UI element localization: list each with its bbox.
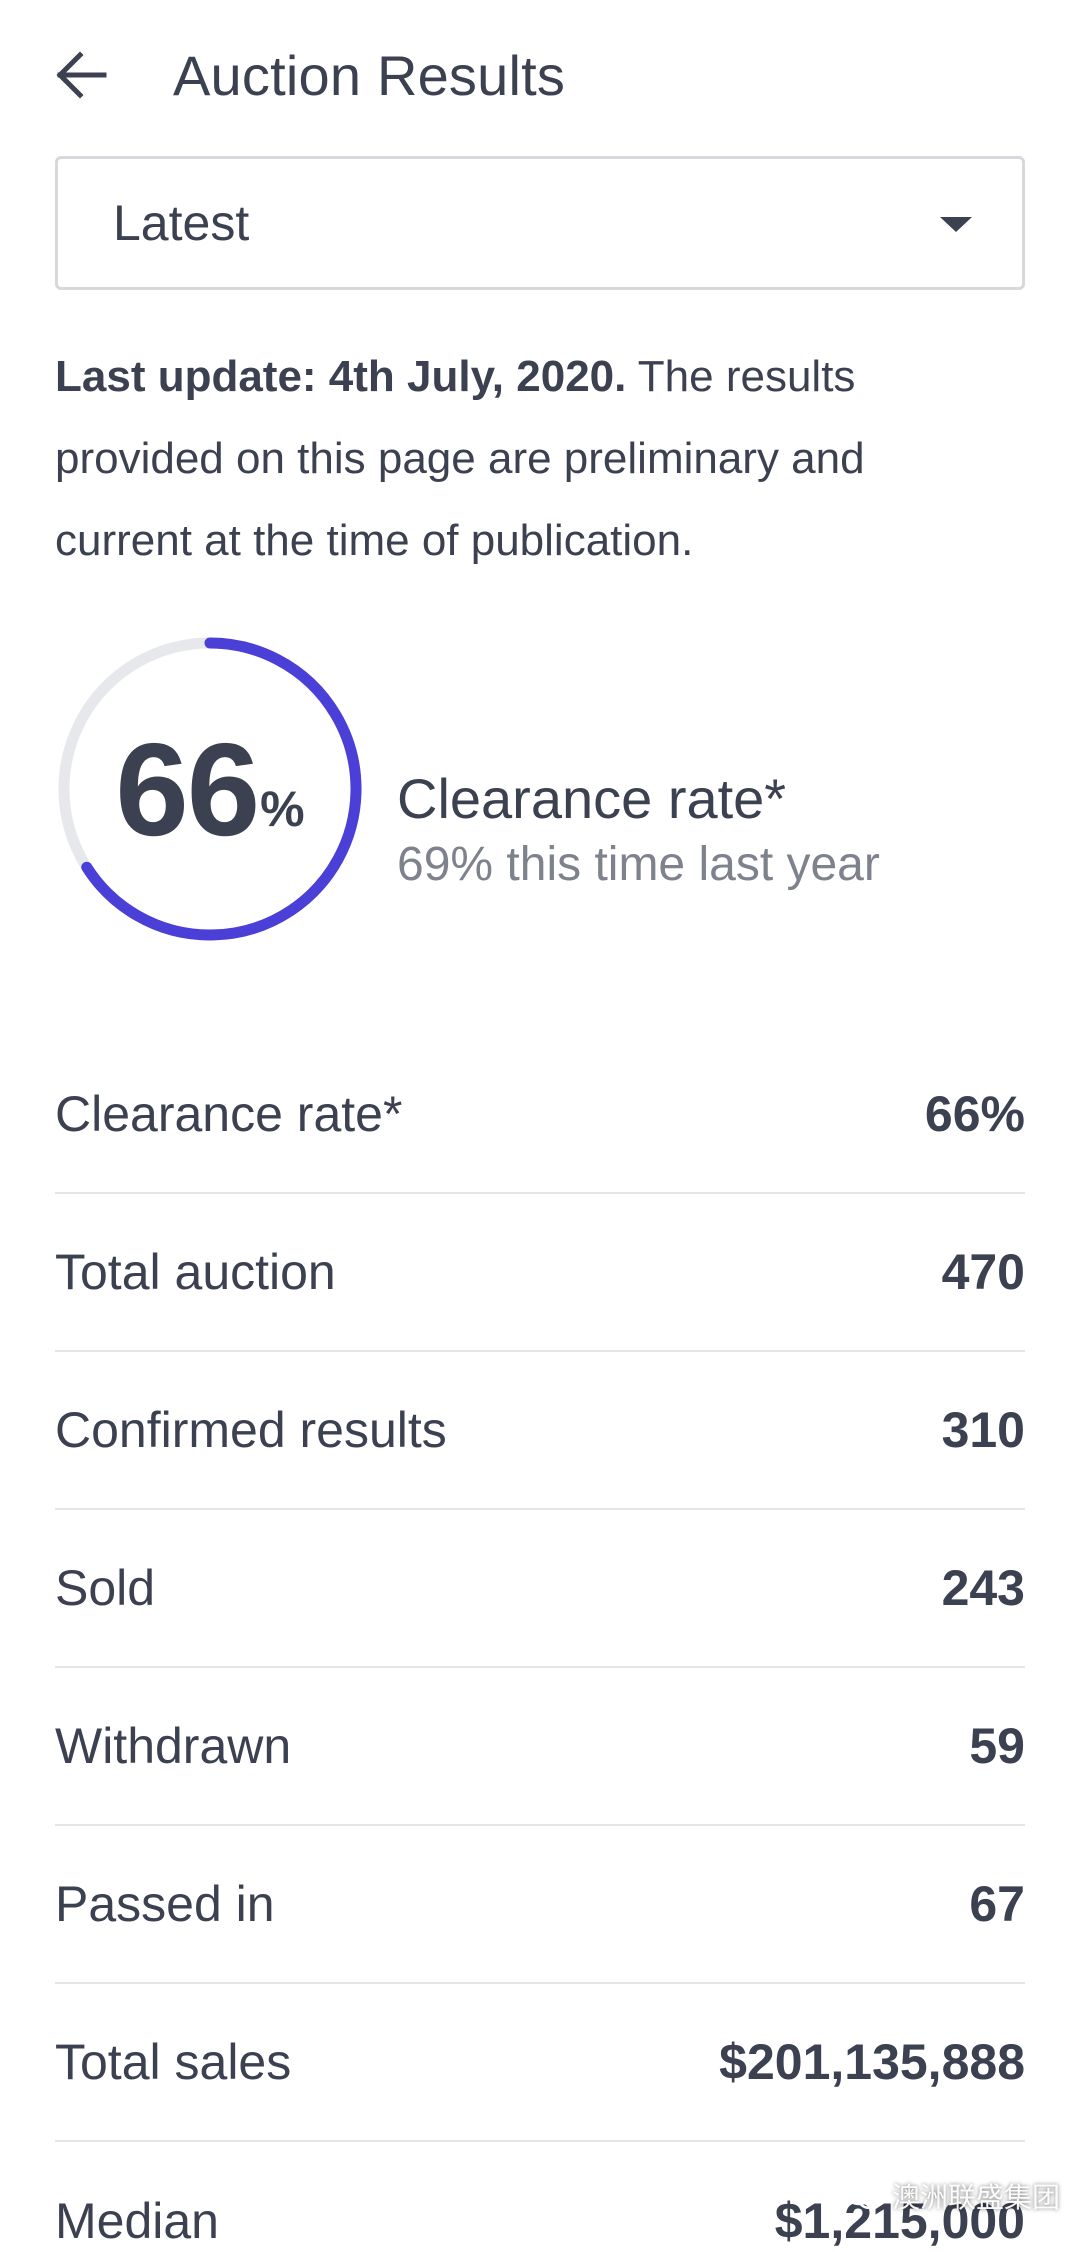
stat-label: Clearance rate* — [55, 1086, 403, 1142]
update-date: Last update: 4th July, 2020. — [55, 352, 627, 401]
summary-label: Clearance rate* — [397, 767, 787, 830]
update-disclaimer: The results provided on this page are pr… — [55, 352, 865, 565]
clearance-ring — [58, 637, 362, 941]
stat-value: 66% — [924, 1086, 1025, 1142]
summary-text: Clearance rate* 69% this time last year — [397, 764, 880, 896]
stat-row: Confirmed results 310 — [55, 1352, 1025, 1510]
stat-value: 310 — [941, 1402, 1025, 1458]
ring-value: 66 % — [55, 634, 365, 944]
stat-label: Sold — [55, 1560, 156, 1616]
stat-row: Sold 243 — [55, 1510, 1025, 1668]
stat-label: Total auction — [55, 1244, 336, 1300]
wechat-icon — [844, 2182, 883, 2210]
ring-progress — [81, 637, 362, 941]
arrow-left-icon — [56, 51, 107, 99]
update-notice: Last update: 4th July, 2020. The results… — [55, 336, 985, 582]
stat-row: Total auction 470 — [55, 1194, 1025, 1352]
stat-label: Total sales — [55, 2034, 292, 2090]
clearance-percent: 66 — [115, 715, 260, 863]
stat-row: Total sales $201,135,888 — [55, 1984, 1025, 2142]
stats-list: Clearance rate* 66% Total auction 470 Confir… — [55, 1036, 1025, 2252]
watermark: 澳洲联盛集团 — [844, 2176, 1060, 2216]
watermark-text: 澳洲联盛集团 — [891, 2182, 1060, 2213]
caret-down-icon — [940, 216, 972, 232]
stat-value: 470 — [941, 1244, 1025, 1300]
stat-value: $1,215,000 — [774, 2193, 1025, 2249]
stat-row: Withdrawn 59 — [55, 1668, 1025, 1826]
stat-label: Withdrawn — [55, 1718, 292, 1774]
stat-value: 59 — [969, 1718, 1025, 1774]
stat-value: $201,135,888 — [719, 2034, 1025, 2090]
back-button[interactable] — [49, 43, 113, 107]
stat-label: Confirmed results — [55, 1402, 447, 1458]
stat-row: Clearance rate* 66% — [55, 1036, 1025, 1194]
clearance-summary: 66 % Clearance rate* 69% this time last … — [55, 594, 1025, 1024]
stat-row: Passed in 67 — [55, 1826, 1025, 1984]
stat-label: Passed in — [55, 1876, 275, 1932]
summary-comparison: 69% this time last year — [397, 838, 880, 891]
app-header: Auction Results — [0, 0, 1080, 150]
stat-value: 243 — [941, 1560, 1025, 1616]
page-title: Auction Results — [173, 43, 566, 107]
stat-value: 67 — [969, 1876, 1025, 1932]
period-select-value: Latest — [113, 195, 250, 251]
stat-row: Median $1,215,000 — [55, 2142, 1025, 2252]
stat-label: Median — [55, 2193, 219, 2249]
period-select[interactable]: Latest — [55, 156, 1025, 290]
percent-unit: % — [260, 781, 305, 837]
